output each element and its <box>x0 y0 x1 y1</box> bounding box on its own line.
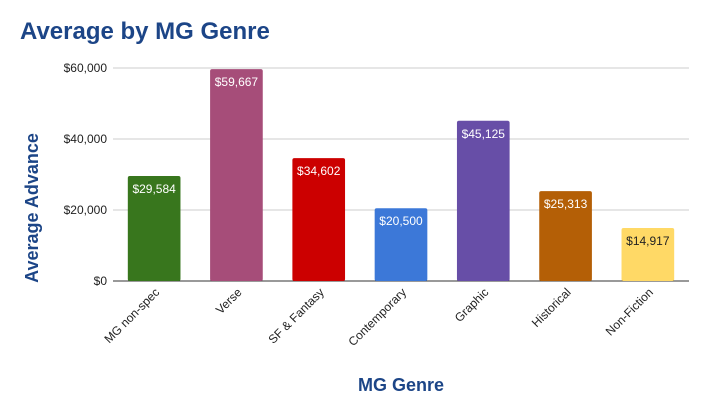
bar <box>127 175 181 281</box>
y-tick-label: $20,000 <box>64 203 108 217</box>
bar <box>456 120 510 282</box>
x-axis-title: MG Genre <box>358 375 444 395</box>
bar <box>621 228 675 281</box>
data-label: $25,313 <box>544 197 588 211</box>
data-label: $14,917 <box>626 234 670 248</box>
data-label: $29,584 <box>132 182 176 196</box>
bar <box>539 191 592 281</box>
y-tick-label: $60,000 <box>64 61 108 75</box>
category-label: Historical <box>529 285 574 330</box>
chart-title: Average by MG Genre <box>20 18 270 45</box>
bar <box>292 158 346 281</box>
data-label: $45,125 <box>462 127 506 141</box>
category-label: Contemporary <box>345 285 409 349</box>
category-label: Graphic <box>452 285 492 325</box>
bars <box>127 69 675 282</box>
category-label: Verse <box>213 285 245 317</box>
bar <box>374 208 428 281</box>
data-label: $20,500 <box>379 214 423 228</box>
category-label: SF & Fantasy <box>266 285 327 346</box>
category-label: MG non-spec <box>101 285 162 346</box>
y-axis-title: Average Advance <box>22 133 42 283</box>
data-label: $34,602 <box>297 164 341 178</box>
data-label: $59,667 <box>215 75 259 89</box>
category-label: Non-Fiction <box>603 285 656 338</box>
bar <box>210 69 263 281</box>
y-tick-label: $40,000 <box>64 132 108 146</box>
y-tick-label: $0 <box>94 274 108 288</box>
